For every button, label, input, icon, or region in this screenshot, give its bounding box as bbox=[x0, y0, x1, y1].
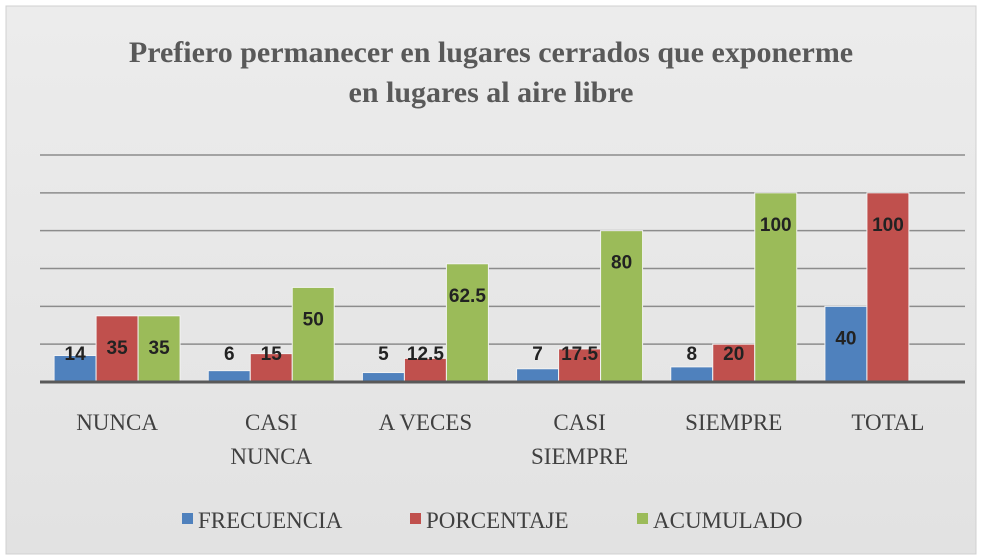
data-label: 40 bbox=[835, 328, 856, 349]
legend-label: ACUMULADO bbox=[653, 508, 803, 533]
legend-label: PORCENTAJE bbox=[426, 508, 569, 533]
x-tick-label: CASI NUNCA bbox=[230, 410, 312, 469]
data-label: 100 bbox=[760, 215, 792, 236]
data-label: 100 bbox=[872, 215, 904, 236]
x-tick-label: TOTAL bbox=[851, 410, 924, 435]
data-label: 35 bbox=[149, 338, 171, 359]
bar bbox=[558, 348, 602, 383]
bar bbox=[249, 353, 293, 383]
bar bbox=[207, 370, 251, 383]
bar bbox=[824, 305, 868, 383]
data-label: 17.5 bbox=[561, 344, 598, 365]
data-label: 8 bbox=[686, 344, 697, 365]
data-label: 5 bbox=[378, 344, 389, 365]
data-label: 50 bbox=[303, 309, 324, 330]
data-label: 14 bbox=[65, 344, 87, 365]
data-label: 62.5 bbox=[449, 286, 486, 307]
legend-swatch bbox=[410, 513, 421, 524]
data-label: 12.5 bbox=[407, 344, 444, 365]
bar bbox=[866, 192, 910, 383]
legend-label: FRECUENCIA bbox=[198, 508, 343, 533]
x-tick-label: SIEMPRE bbox=[685, 410, 782, 435]
bar bbox=[291, 286, 335, 383]
bar bbox=[670, 366, 714, 383]
data-label: 80 bbox=[611, 253, 632, 274]
bar bbox=[445, 263, 489, 383]
x-tick-label: NUNCA bbox=[76, 410, 158, 435]
legend-swatch bbox=[182, 513, 193, 524]
data-label: 6 bbox=[224, 344, 235, 365]
data-label: 20 bbox=[723, 344, 744, 365]
chart-background bbox=[5, 5, 977, 555]
x-tick-label: CASI SIEMPRE bbox=[531, 410, 628, 469]
data-label: 35 bbox=[107, 338, 129, 359]
data-label: 7 bbox=[532, 344, 543, 365]
bar bbox=[754, 192, 798, 383]
bar bbox=[516, 368, 560, 383]
chart-title: Prefiero permanecer en lugares cerrados … bbox=[129, 36, 853, 109]
data-label: 15 bbox=[261, 344, 283, 365]
legend-swatch bbox=[637, 513, 648, 524]
x-tick-label: A VECES bbox=[379, 410, 473, 435]
bar bbox=[600, 230, 644, 383]
bar bbox=[95, 315, 139, 383]
